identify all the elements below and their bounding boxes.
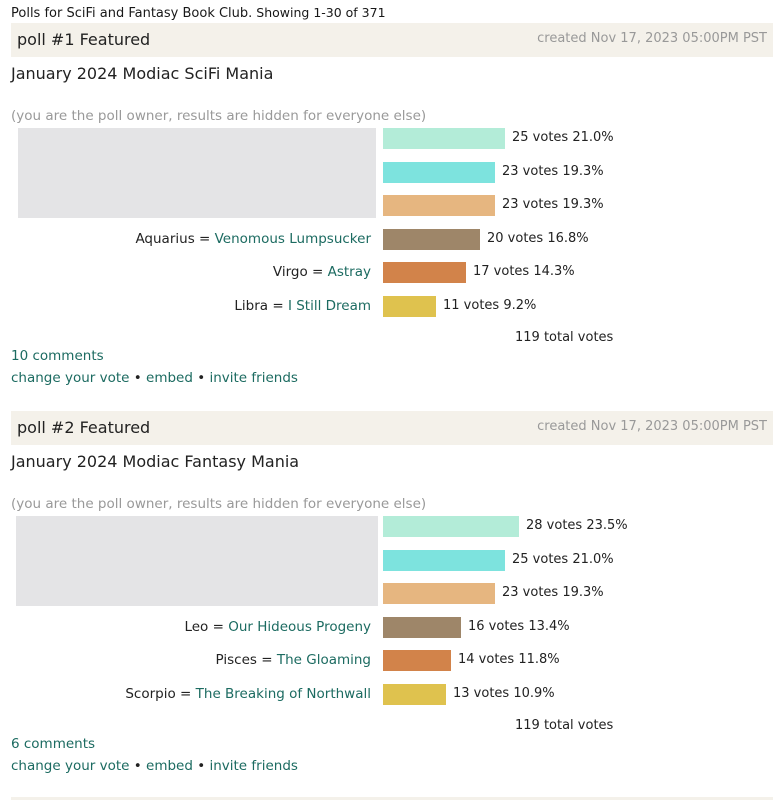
vote-stat: 25 votes 21.0% — [512, 130, 614, 145]
answer-label: Scorpio = The Breaking of Northwall — [125, 686, 371, 702]
vote-stat: 16 votes 13.4% — [468, 619, 570, 634]
poll-header: poll #2 Featured created Nov 17, 2023 05… — [11, 411, 773, 445]
vote-stat: 23 votes 19.3% — [502, 164, 604, 179]
poll-label: poll #2 Featured — [17, 418, 151, 437]
comments-link[interactable]: 6 comments — [11, 736, 96, 752]
page-header: Polls for SciFi and Fantasy Book Club. S… — [11, 5, 386, 21]
vote-stat: 20 votes 16.8% — [487, 231, 589, 246]
answer-label: Aquarius = Venomous Lumpsucker — [135, 231, 371, 247]
answer-sign: Scorpio = — [125, 686, 196, 702]
poll-actions: change your vote • embed • invite friend… — [11, 370, 298, 386]
vote-bar — [383, 650, 451, 671]
separator: • — [192, 758, 210, 774]
vote-bar — [383, 229, 480, 250]
answer-label: Pisces = The Gloaming — [216, 652, 371, 668]
vote-stat: 17 votes 14.3% — [473, 264, 575, 279]
total-votes: 119 total votes — [515, 330, 614, 345]
vote-bar — [383, 162, 495, 183]
vote-stat: 13 votes 10.9% — [453, 686, 555, 701]
comments-link[interactable]: 10 comments — [11, 348, 104, 364]
vote-stat: 23 votes 19.3% — [502, 585, 604, 600]
answer-book-link[interactable]: Venomous Lumpsucker — [214, 231, 371, 247]
separator: • — [129, 370, 147, 386]
poll-actions: change your vote • embed • invite friend… — [11, 758, 298, 774]
vote-bar — [383, 296, 436, 317]
poll-label: poll #1 Featured — [17, 30, 151, 49]
answer-label: Virgo = Astray — [273, 264, 371, 280]
answer-book-link[interactable]: I Still Dream — [287, 298, 371, 314]
vote-bar — [383, 516, 519, 537]
vote-bar — [383, 617, 461, 638]
next-poll-header-edge — [11, 797, 773, 800]
answer-sign: Leo = — [184, 619, 229, 635]
vote-stat: 14 votes 11.8% — [458, 652, 560, 667]
poll-title: January 2024 Modiac SciFi Mania — [11, 64, 274, 83]
answer-label: Libra = I Still Dream — [234, 298, 371, 314]
vote-bar — [383, 684, 446, 705]
vote-stat: 23 votes 19.3% — [502, 197, 604, 212]
hidden-answers-placeholder — [18, 128, 376, 218]
hidden-answers-placeholder — [16, 516, 378, 606]
answer-book-link[interactable]: Our Hideous Progeny — [228, 619, 371, 635]
answer-sign: Libra = — [234, 298, 288, 314]
owner-note: (you are the poll owner, results are hid… — [11, 496, 427, 512]
separator: • — [192, 370, 210, 386]
vote-bar — [383, 550, 505, 571]
invite-friends-link[interactable]: invite friends — [209, 370, 298, 386]
poll-created-date: created Nov 17, 2023 05:00PM PST — [537, 419, 767, 434]
vote-stat: 11 votes 9.2% — [443, 298, 537, 313]
answer-sign: Pisces = — [215, 652, 277, 668]
change-vote-link[interactable]: change your vote — [11, 758, 130, 774]
vote-stat: 28 votes 23.5% — [526, 518, 628, 533]
answer-label: Leo = Our Hideous Progeny — [184, 619, 371, 635]
answer-sign: Virgo = — [272, 264, 328, 280]
vote-stat: 25 votes 21.0% — [512, 552, 614, 567]
poll-title: January 2024 Modiac Fantasy Mania — [11, 452, 300, 471]
owner-note: (you are the poll owner, results are hid… — [11, 108, 427, 124]
embed-link[interactable]: embed — [146, 370, 193, 386]
group-polls-title: Polls for SciFi and Fantasy Book Club. — [11, 6, 253, 21]
total-votes: 119 total votes — [515, 718, 614, 733]
answer-sign: Aquarius = — [135, 231, 215, 247]
invite-friends-link[interactable]: invite friends — [209, 758, 298, 774]
vote-bar — [383, 583, 495, 604]
answer-book-link[interactable]: Astray — [327, 264, 371, 280]
change-vote-link[interactable]: change your vote — [11, 370, 130, 386]
poll-header: poll #1 Featured created Nov 17, 2023 05… — [11, 23, 773, 57]
showing-count: Showing 1-30 of 371 — [256, 5, 386, 20]
vote-bar — [383, 195, 495, 216]
answer-book-link[interactable]: The Gloaming — [276, 652, 371, 668]
embed-link[interactable]: embed — [146, 758, 193, 774]
vote-bar — [383, 262, 466, 283]
answer-book-link[interactable]: The Breaking of Northwall — [195, 686, 371, 702]
vote-bar — [383, 128, 505, 149]
separator: • — [129, 758, 147, 774]
poll-created-date: created Nov 17, 2023 05:00PM PST — [537, 31, 767, 46]
